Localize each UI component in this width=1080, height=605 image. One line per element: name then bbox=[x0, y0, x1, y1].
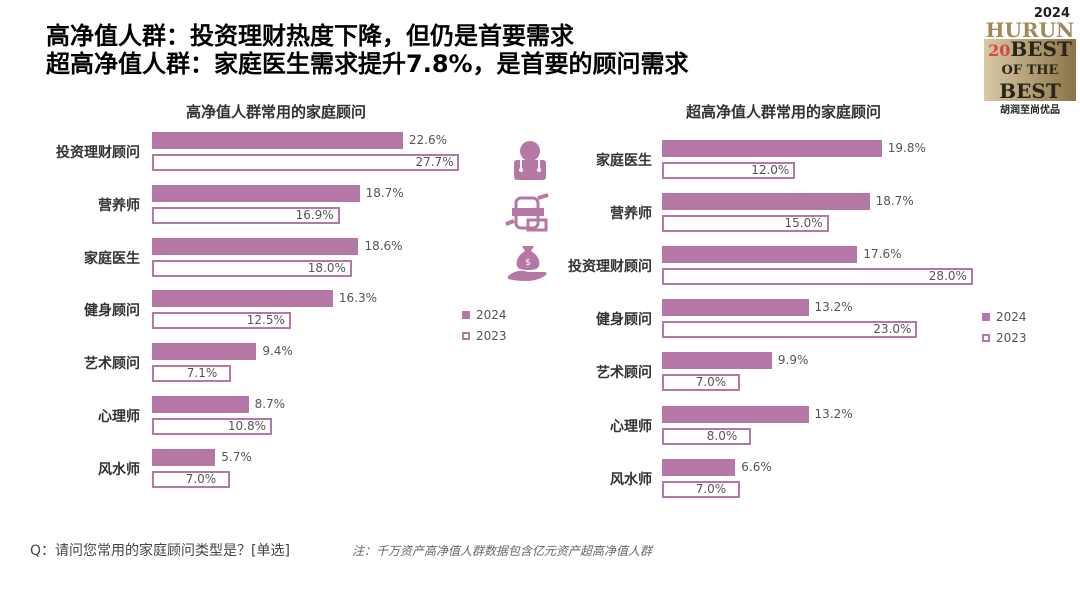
data-label: 18.0% bbox=[307, 260, 346, 275]
money-bag-hand-icon: $ bbox=[508, 246, 547, 281]
bar-2024 bbox=[152, 237, 359, 255]
legend-item-2024: 2024 bbox=[982, 310, 1027, 324]
bar-2023 bbox=[662, 162, 796, 179]
data-label: 5.7% bbox=[221, 449, 252, 464]
bar-2024 bbox=[662, 193, 870, 211]
data-label: 12.5% bbox=[246, 313, 285, 328]
legend-swatch bbox=[462, 311, 470, 319]
category-label: 风水师 bbox=[98, 461, 140, 478]
bar-2023 bbox=[152, 154, 460, 171]
bar-2024 bbox=[662, 352, 772, 370]
legend-swatch bbox=[462, 332, 470, 340]
bar-2023 bbox=[662, 215, 829, 233]
legend-item-2024: 2024 bbox=[462, 308, 507, 322]
category-label: 健身顾问 bbox=[596, 312, 652, 329]
data-label: 27.7% bbox=[415, 155, 454, 169]
bar-2024 bbox=[152, 290, 333, 308]
category-label: 投资理财顾问 bbox=[568, 259, 652, 276]
data-label: 7.1% bbox=[186, 366, 218, 381]
bar-2023 bbox=[152, 206, 340, 224]
legend-label: 2023 bbox=[996, 331, 1027, 345]
category-label: 艺术顾问 bbox=[84, 356, 140, 373]
bar-2024 bbox=[662, 458, 736, 476]
category-label: 投资理财顾问 bbox=[56, 145, 140, 161]
bar-2024 bbox=[662, 405, 809, 423]
data-label: 18.6% bbox=[364, 238, 403, 253]
legend-swatch bbox=[982, 313, 990, 321]
bar-2023 bbox=[662, 268, 973, 286]
category-label: 营养师 bbox=[610, 206, 652, 223]
bar-2024 bbox=[152, 396, 249, 413]
bar-2024 bbox=[662, 140, 882, 157]
data-label: 28.0% bbox=[928, 269, 967, 284]
bar-2024 bbox=[152, 184, 360, 202]
data-label: 12.0% bbox=[751, 163, 790, 177]
data-label: 7.0% bbox=[695, 481, 727, 496]
category-label: 艺术顾问 bbox=[596, 365, 652, 382]
category-label: 心理师 bbox=[610, 418, 652, 435]
right-chart-title: 超高净值人群常用的家庭顾问 bbox=[686, 103, 882, 121]
data-label: 8.0% bbox=[706, 428, 738, 443]
bar-2023 bbox=[152, 470, 230, 488]
data-label: 9.4% bbox=[262, 344, 293, 359]
category-label: 风水师 bbox=[610, 471, 652, 488]
data-label: 13.2% bbox=[814, 300, 853, 315]
legend-label: 2024 bbox=[996, 310, 1027, 324]
data-label: 13.2% bbox=[814, 406, 853, 421]
legend-label: 2024 bbox=[476, 308, 507, 322]
svg-text:$: $ bbox=[525, 258, 531, 268]
footnote: 注：千万资产高净值人群数据包含亿元资产超高净值人群 bbox=[352, 544, 653, 558]
bar-2023 bbox=[662, 427, 751, 445]
data-label: 18.7% bbox=[875, 194, 914, 209]
bar-2024 bbox=[662, 299, 809, 317]
data-label: 10.8% bbox=[227, 419, 266, 433]
category-label: 家庭医生 bbox=[596, 153, 652, 169]
hurun-logo: 2024 HURUN 20BEST OF THE BEST 胡润至尚优品 bbox=[984, 6, 1076, 116]
bar-2023 bbox=[152, 418, 272, 435]
bar-2023 bbox=[662, 321, 918, 339]
data-label: 16.3% bbox=[338, 291, 378, 306]
category-label: 家庭医生 bbox=[84, 250, 140, 267]
data-label: 9.9% bbox=[777, 353, 809, 368]
nutrition-icon bbox=[505, 193, 549, 232]
legend-item-2023: 2023 bbox=[982, 331, 1027, 345]
data-label: 18.7% bbox=[365, 185, 404, 200]
data-label: 22.6% bbox=[408, 133, 447, 147]
data-label: 6.6% bbox=[741, 459, 772, 474]
legend-swatch bbox=[982, 334, 990, 342]
left-chart-title: 高净值人群常用的家庭顾问 bbox=[186, 103, 367, 121]
data-label: 17.6% bbox=[863, 247, 902, 262]
data-label: 7.0% bbox=[185, 471, 217, 486]
bar-2023 bbox=[152, 312, 291, 330]
bar-2023 bbox=[662, 480, 740, 498]
data-label: 23.0% bbox=[873, 322, 912, 337]
data-label: 7.0% bbox=[695, 375, 727, 390]
bar-2023 bbox=[152, 365, 231, 383]
legend-label: 2023 bbox=[476, 329, 507, 343]
title-line-2: 超高净值人群：家庭医生需求提升7.8%，是首要的顾问需求 bbox=[46, 50, 689, 78]
category-label: 营养师 bbox=[98, 197, 140, 214]
data-label: 19.8% bbox=[887, 141, 926, 155]
data-label: 8.7% bbox=[254, 397, 286, 411]
data-label: 16.9% bbox=[295, 207, 334, 222]
doctor-icon bbox=[514, 141, 546, 180]
survey-question: Q：请问您常用的家庭顾问类型是？[单选] bbox=[30, 543, 290, 559]
bar-2024 bbox=[152, 343, 257, 361]
bar-2024 bbox=[662, 246, 858, 264]
bar-2024 bbox=[152, 448, 216, 466]
legend-item-2023: 2023 bbox=[462, 329, 507, 343]
data-label: 15.0% bbox=[784, 216, 823, 231]
category-label: 心理师 bbox=[98, 409, 140, 425]
bar-2023 bbox=[662, 374, 740, 392]
bar-2023 bbox=[152, 259, 352, 277]
bar-2024 bbox=[152, 132, 403, 149]
category-label: 健身顾问 bbox=[84, 303, 140, 320]
title-line-1: 高净值人群：投资理财热度下降，但仍是首要需求 bbox=[46, 22, 574, 50]
